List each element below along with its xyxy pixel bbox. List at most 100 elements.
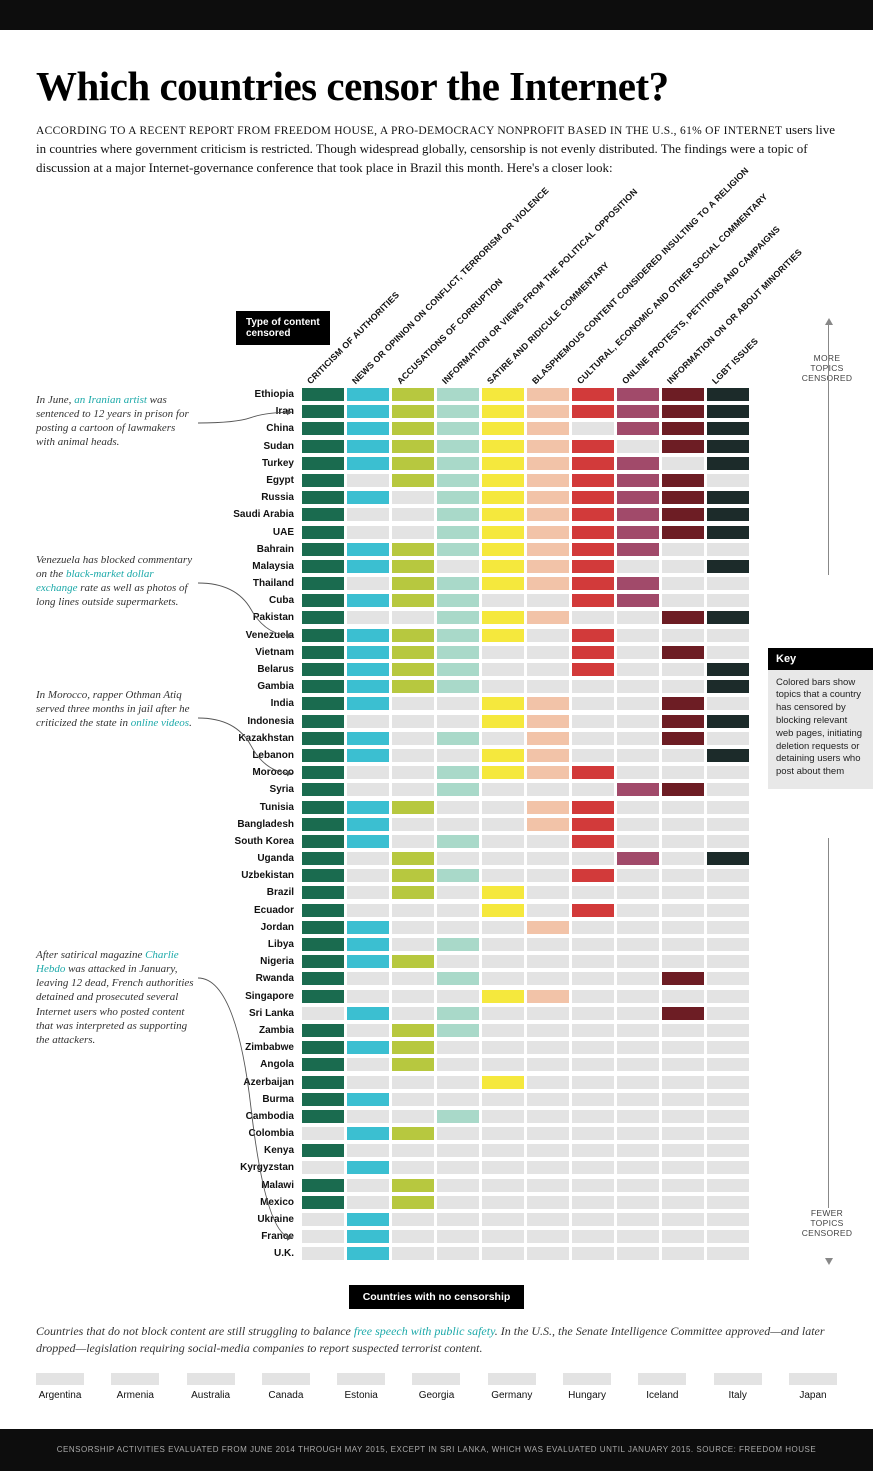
heatmap-cell: [572, 1024, 614, 1037]
heatmap-cell: [347, 680, 389, 693]
heatmap-cell: [392, 1161, 434, 1174]
heatmap-cell: [662, 1179, 704, 1192]
heatmap-cell: [392, 491, 434, 504]
heatmap-cell: [527, 543, 569, 556]
heatmap-cell: [482, 921, 524, 934]
heatmap-cell: [302, 457, 344, 470]
heatmap-cell: [347, 955, 389, 968]
heatmap-cell: [662, 766, 704, 779]
country-row: Bangladesh: [36, 817, 837, 831]
heatmap-cell: [392, 1213, 434, 1226]
heatmap-cell: [617, 1127, 659, 1140]
no-censorship-item: Georgia: [412, 1373, 460, 1401]
heatmap-cell: [302, 783, 344, 796]
heatmap-cell: [392, 1076, 434, 1089]
heatmap-cell: [302, 697, 344, 710]
country-label: Lebanon: [36, 750, 302, 761]
no-censorship-swatch: [488, 1373, 536, 1385]
heatmap-cell: [302, 1213, 344, 1226]
heatmap-cell: [527, 1058, 569, 1071]
heatmap-cell: [707, 1041, 749, 1054]
heatmap-cell: [617, 972, 659, 985]
heatmap-cell: [707, 1230, 749, 1243]
no-censorship-label: Argentina: [36, 1390, 84, 1401]
heatmap-cell: [617, 749, 659, 762]
heatmap-cell: [572, 801, 614, 814]
no-censorship-swatch: [789, 1373, 837, 1385]
country-row: Colombia: [36, 1127, 837, 1141]
heatmap-cell: [707, 646, 749, 659]
heatmap-cell: [527, 990, 569, 1003]
heatmap-cell: [617, 680, 659, 693]
heatmap-cell: [392, 1196, 434, 1209]
no-censorship-label: Australia: [187, 1390, 235, 1401]
no-censorship-swatch: [262, 1373, 310, 1385]
heatmap-cell: [662, 1076, 704, 1089]
heatmap-cell: [482, 611, 524, 624]
heatmap-cell: [617, 1196, 659, 1209]
heatmap-cell: [392, 629, 434, 642]
axis-fewer-censored: FEWERTOPICSCENSORED: [787, 1208, 867, 1239]
heatmap-cell: [527, 1024, 569, 1037]
heatmap-cell: [392, 801, 434, 814]
no-censorship-title: Countries with no censorship: [349, 1285, 525, 1309]
country-label: Mexico: [36, 1197, 302, 1208]
heatmap-cell: [482, 577, 524, 590]
heatmap-cell: [707, 955, 749, 968]
heatmap-cell: [482, 543, 524, 556]
heatmap-cell: [662, 594, 704, 607]
heatmap-cell: [527, 715, 569, 728]
heatmap-cell: [662, 801, 704, 814]
country-row: Angola: [36, 1058, 837, 1072]
country-label: Vietnam: [36, 647, 302, 658]
heatmap-cell: [707, 422, 749, 435]
heatmap-cell: [527, 405, 569, 418]
heatmap-cell: [662, 1127, 704, 1140]
no-censorship-item: Australia: [187, 1373, 235, 1401]
heatmap-cell: [527, 680, 569, 693]
heatmap-cell: [482, 1247, 524, 1260]
heatmap-cell: [437, 422, 479, 435]
heatmap-cell: [437, 1110, 479, 1123]
heatmap-cell: [482, 972, 524, 985]
heatmap-cell: [707, 388, 749, 401]
country-row: Belarus: [36, 663, 837, 677]
country-label: Uganda: [36, 853, 302, 864]
heatmap-cell: [617, 1247, 659, 1260]
heatmap-cell: [707, 560, 749, 573]
heatmap-cell: [572, 766, 614, 779]
country-label: Cambodia: [36, 1111, 302, 1122]
heatmap-cell: [707, 440, 749, 453]
heatmap-cell: [707, 715, 749, 728]
heatmap-cell: [482, 422, 524, 435]
arrow-line-bottom: [828, 838, 829, 1208]
heatmap-cell: [662, 697, 704, 710]
column-header: ONLINE PROTESTS, PETITIONS AND CAMPAIGNS: [620, 224, 782, 386]
heatmap-cell: [662, 835, 704, 848]
heatmap-cell: [392, 869, 434, 882]
heatmap-cell: [392, 526, 434, 539]
heatmap-cell: [347, 1230, 389, 1243]
heatmap-cell: [572, 783, 614, 796]
country-row: Brazil: [36, 886, 837, 900]
heatmap-cell: [347, 1127, 389, 1140]
country-label: Jordan: [36, 922, 302, 933]
heatmap-cell: [302, 1230, 344, 1243]
heatmap-cell: [482, 904, 524, 917]
country-row: Azerbaijan: [36, 1075, 837, 1089]
heatmap-cell: [662, 543, 704, 556]
heatmap-cell: [482, 818, 524, 831]
heatmap-cell: [572, 1196, 614, 1209]
heatmap-cell: [662, 646, 704, 659]
heatmap-cell: [347, 749, 389, 762]
country-row: Ecuador: [36, 903, 837, 917]
heatmap-cell: [347, 835, 389, 848]
heatmap-cell: [482, 886, 524, 899]
no-censorship-swatch: [187, 1373, 235, 1385]
heatmap-cell: [707, 1213, 749, 1226]
heatmap-cell: [662, 904, 704, 917]
heatmap-cell: [617, 938, 659, 951]
heatmap-cell: [572, 938, 614, 951]
heatmap-cell: [617, 1110, 659, 1123]
heatmap-cell: [392, 577, 434, 590]
